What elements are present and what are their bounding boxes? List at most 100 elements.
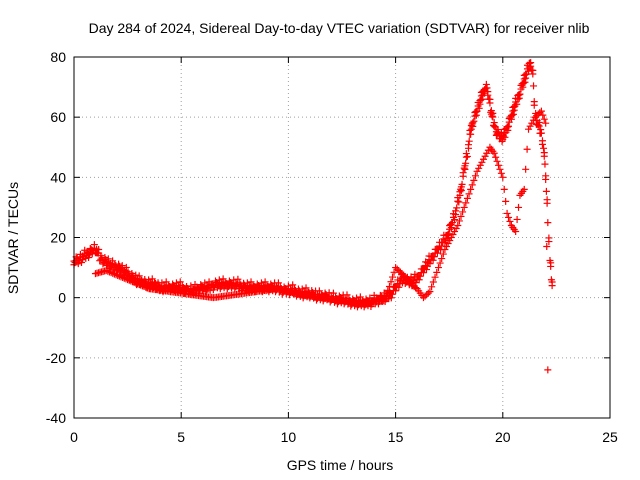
data-point [483, 84, 491, 92]
data-point [137, 281, 145, 289]
data-point [489, 109, 497, 117]
data-point [385, 282, 393, 290]
y-tick-label: 20 [50, 230, 66, 246]
data-point [502, 197, 510, 205]
data-point [389, 273, 397, 281]
data-point [438, 255, 446, 263]
data-point [467, 130, 475, 138]
x-tick-label: 0 [70, 429, 78, 445]
data-point [274, 279, 282, 287]
data-point [446, 237, 454, 245]
data-point [520, 185, 528, 193]
data-point [125, 276, 133, 284]
data-point [447, 220, 455, 228]
data-point [478, 95, 486, 103]
data-point [390, 268, 398, 276]
data-point [119, 274, 127, 282]
x-tick-label: 20 [495, 429, 511, 445]
data-point [471, 172, 479, 180]
data-point [527, 59, 535, 67]
data-point [459, 208, 467, 216]
data-point [447, 234, 455, 241]
data-point [400, 271, 408, 279]
data-point [329, 289, 337, 297]
data-point [486, 95, 494, 103]
data-point [138, 282, 146, 290]
data-point [540, 144, 548, 152]
chart-title: Day 284 of 2024, Sidereal Day-to-day VTE… [89, 20, 590, 36]
data-point [542, 172, 550, 180]
data-point [234, 275, 242, 283]
data-point [398, 270, 406, 278]
data-point [395, 267, 403, 275]
data-point [434, 264, 442, 272]
data-point [463, 152, 471, 160]
data-point [537, 126, 545, 134]
data-point [455, 198, 463, 206]
y-axis-title: SDTVAR / TECUs [5, 182, 21, 294]
data-point [512, 227, 520, 235]
data-point [455, 217, 463, 225]
y-tick-labels: -40 -20 0 20 40 60 80 [46, 49, 66, 426]
data-point [492, 153, 500, 161]
data-point [460, 203, 468, 211]
data-point [130, 278, 138, 286]
data-point [107, 269, 115, 277]
data-point [475, 104, 483, 112]
data-point [431, 273, 439, 281]
data-point [443, 243, 451, 251]
data-point [124, 276, 132, 284]
data-point [102, 267, 110, 275]
data-point [424, 289, 432, 297]
data-point [521, 78, 529, 86]
data-point [544, 366, 552, 374]
data-point [543, 196, 551, 204]
x-axis-title: GPS time / hours [287, 457, 394, 473]
data-point [477, 96, 485, 104]
y-tick-label: 40 [50, 169, 66, 185]
data-point [453, 204, 461, 212]
data-point [441, 246, 449, 254]
data-point [540, 115, 548, 123]
data-point [470, 176, 478, 184]
data-point [143, 284, 151, 292]
data-point [505, 122, 513, 130]
data-point [535, 118, 543, 126]
data-point [530, 98, 538, 106]
y-tick-label: 60 [50, 109, 66, 125]
data-point [516, 90, 524, 98]
data-point [500, 132, 508, 140]
data-point [493, 157, 501, 165]
data-point [118, 262, 126, 270]
data-point [548, 278, 556, 286]
data-point [421, 292, 429, 300]
data-point [542, 119, 550, 127]
data-point [439, 250, 447, 258]
data-point [454, 221, 462, 229]
data-point [115, 272, 123, 280]
data-point [531, 113, 539, 121]
data-point [483, 149, 491, 157]
plot-frame [73, 56, 611, 419]
data-point [104, 267, 112, 275]
data-point [476, 161, 484, 169]
data-point [401, 273, 409, 281]
data-point [469, 119, 477, 127]
data-point [459, 169, 467, 177]
data-point [451, 227, 459, 235]
data-point [465, 137, 473, 145]
data-point [540, 149, 548, 157]
data-point [547, 259, 555, 267]
data-point [104, 255, 112, 263]
x-tick-label: 25 [602, 429, 618, 445]
data-point [416, 272, 424, 280]
data-point [523, 145, 531, 153]
x-tick-label: 15 [388, 429, 404, 445]
data-point [433, 268, 441, 276]
data-point [127, 277, 135, 285]
data-point [422, 266, 430, 274]
data-point [114, 271, 122, 279]
y-tick-label: -40 [46, 410, 66, 426]
